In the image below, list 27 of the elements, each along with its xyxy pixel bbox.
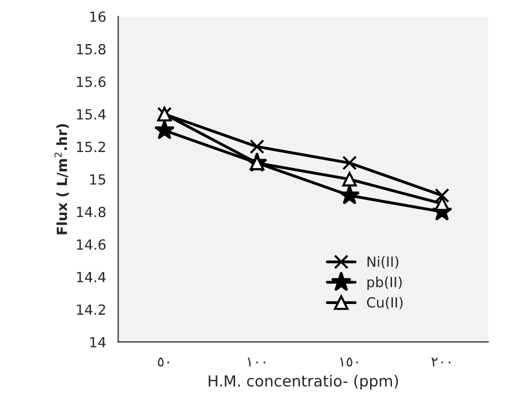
x-axis-title: H.M. concentratio- (ppm) [208, 374, 398, 390]
point [339, 184, 360, 204]
point [434, 196, 450, 211]
x-tick-label: ١٠٠ [248, 358, 266, 366]
y-tick-label: 15.2 [77, 142, 106, 152]
x-tick-label: ٥٠ [158, 357, 169, 367]
y-tick-label: 14.2 [77, 304, 106, 315]
legend-label: Cu(II) [366, 296, 403, 310]
y-tick-label: 15.4 [77, 109, 106, 120]
x-tick-label: ١٥٠ [340, 357, 358, 367]
point [342, 156, 357, 170]
point [250, 139, 264, 154]
y-tick-label: 15.6 [77, 76, 106, 88]
legend-label: Ni(II) [368, 256, 398, 269]
y-tick-label: 14.6 [77, 239, 106, 250]
y-tick-label: 14 [90, 337, 106, 348]
y-tick-label: 15.8 [77, 44, 106, 54]
y-axis-title: Flux ( L/m$^{2}$.hr) [54, 124, 69, 234]
y-tick-label: 15 [90, 174, 106, 185]
y-tick-label: 14.8 [77, 206, 106, 218]
point [434, 188, 450, 203]
point [154, 120, 175, 140]
y-tick-label: 16 [90, 11, 106, 22]
legend-label: pb(II) [367, 276, 402, 290]
x-tick-label: ٢٠٠ [431, 358, 450, 366]
point [342, 172, 357, 187]
y-tick-label: 14.4 [77, 272, 106, 282]
